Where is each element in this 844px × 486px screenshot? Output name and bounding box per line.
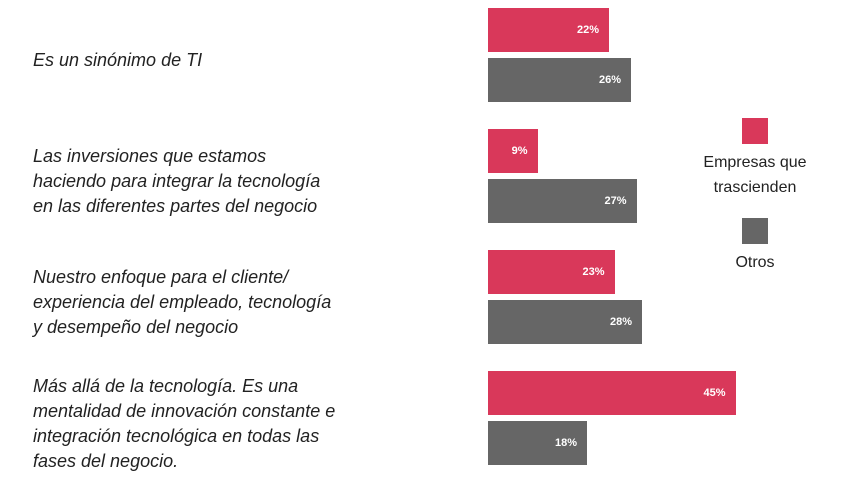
value-label: 26%	[598, 74, 621, 86]
legend-swatch	[742, 118, 768, 144]
value-label: 27%	[604, 195, 627, 207]
value-label: 23%	[582, 266, 605, 278]
legend-swatch	[742, 218, 768, 244]
bar: 9%	[488, 129, 538, 173]
value-label: 18%	[554, 437, 577, 449]
legend-label: Empresas que trascienden	[703, 154, 807, 196]
bar: 28%	[488, 300, 642, 344]
value-label: 45%	[703, 387, 726, 399]
category-label: Las inversiones que estamos haciendo par…	[33, 146, 321, 216]
bar: 45%	[488, 371, 736, 415]
legend-label: Otros	[735, 254, 775, 271]
bar: 23%	[488, 250, 615, 294]
bar: 27%	[488, 179, 637, 223]
value-label: 22%	[576, 24, 599, 36]
category-label: Es un sinónimo de TI	[33, 50, 203, 70]
bar: 26%	[488, 58, 631, 102]
value-label: 28%	[609, 316, 632, 328]
bar: 18%	[488, 421, 587, 465]
value-label: 9%	[511, 145, 528, 157]
category-label: Más allá de la tecnología. Es una mental…	[33, 375, 336, 471]
bar: 22%	[488, 8, 609, 52]
category-label: Nuestro enfoque para el cliente/ experie…	[33, 267, 332, 337]
